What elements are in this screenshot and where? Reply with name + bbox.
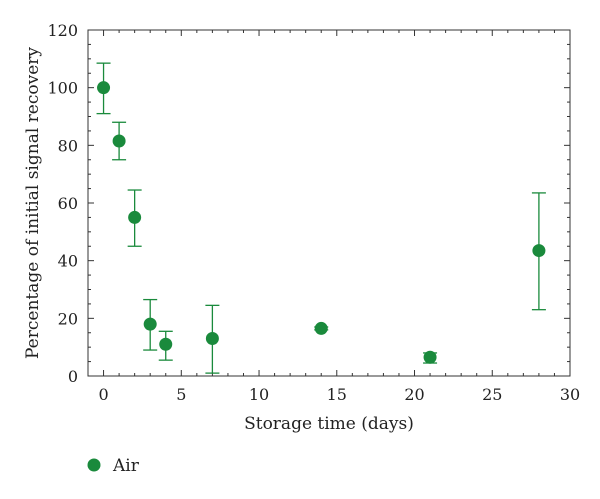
legend: Air <box>87 456 140 476</box>
x-tick-label: 0 <box>98 385 108 404</box>
plot-frame <box>87 29 571 377</box>
y-tick-label: 120 <box>47 21 78 40</box>
y-tick-label: 0 <box>68 367 78 386</box>
x-tick-label: 5 <box>176 385 186 404</box>
data-point <box>128 210 142 224</box>
legend-label-air: Air <box>112 456 140 476</box>
y-tick-label: 60 <box>58 194 78 213</box>
y-tick-label: 80 <box>58 136 78 155</box>
legend-marker-air <box>87 458 101 472</box>
x-tick-label: 30 <box>560 385 580 404</box>
x-tick-label: 20 <box>404 385 424 404</box>
data-point <box>423 350 437 364</box>
data-point <box>112 134 126 148</box>
plot-layer: 0 5 10 15 20 25 30 0 20 40 60 80 100 120 <box>47 21 580 404</box>
x-tick-label: 10 <box>249 385 269 404</box>
y-axis-label: Percentage of initial signal recovery <box>23 47 43 359</box>
y-tick-label: 100 <box>47 79 78 98</box>
data-point <box>205 332 219 346</box>
y-tick-label: 20 <box>58 309 78 328</box>
data-point <box>314 321 328 335</box>
data-point <box>143 317 157 331</box>
x-axis-label: Storage time (days) <box>244 414 414 434</box>
data-point <box>159 337 173 351</box>
data-point <box>532 244 546 258</box>
x-tick-label: 25 <box>482 385 502 404</box>
y-tick-label: 40 <box>58 252 78 271</box>
data-point <box>97 81 111 95</box>
x-tick-label: 15 <box>327 385 347 404</box>
